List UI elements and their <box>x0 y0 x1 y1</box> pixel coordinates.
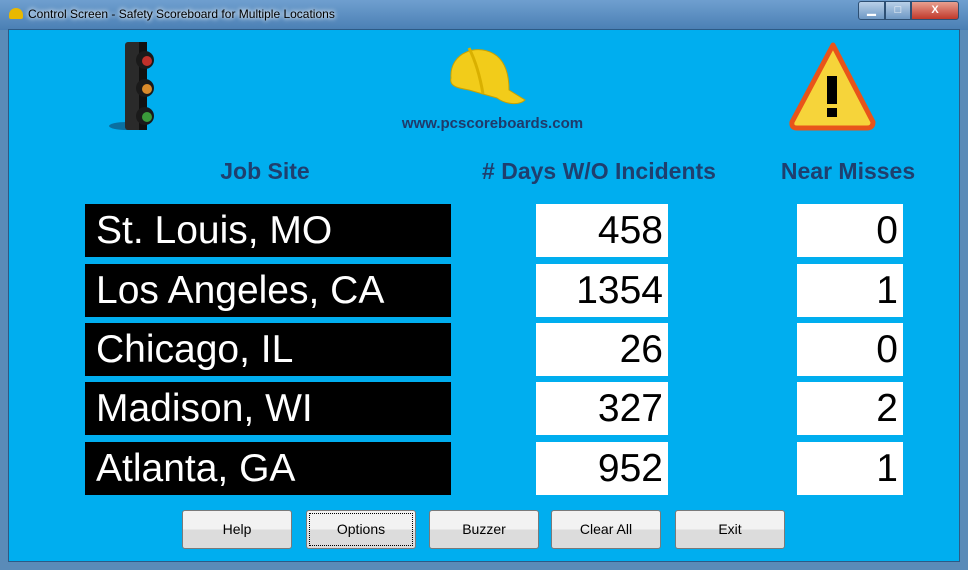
exit-button[interactable]: Exit <box>675 510 785 549</box>
near-misses-field[interactable]: 1 <box>797 264 903 317</box>
column-header-days: # Days W/O Incidents <box>482 158 716 184</box>
job-site-field[interactable]: Madison, WI <box>85 382 451 435</box>
column-header-job-site: Job Site <box>220 158 310 184</box>
window-title: Control Screen - Safety Scoreboard for M… <box>28 7 335 21</box>
title-bar: Control Screen - Safety Scoreboard for M… <box>0 0 968 30</box>
days-field[interactable]: 952 <box>536 442 668 495</box>
options-button[interactable]: Options <box>306 510 416 549</box>
hard-hat-icon <box>450 47 526 105</box>
job-site-field[interactable]: Atlanta, GA <box>85 442 451 495</box>
near-misses-field[interactable]: 0 <box>797 323 903 376</box>
traffic-light-icon <box>109 42 154 130</box>
days-field[interactable]: 327 <box>536 382 668 435</box>
help-button[interactable]: Help <box>182 510 292 549</box>
days-field[interactable]: 26 <box>536 323 668 376</box>
website-url: www.pcscoreboards.com <box>401 115 584 132</box>
buzzer-button[interactable]: Buzzer <box>429 510 539 549</box>
maximize-button[interactable]: □ <box>885 1 911 20</box>
clear-all-button[interactable]: Clear All <box>551 510 661 549</box>
near-misses-field[interactable]: 0 <box>797 204 903 257</box>
near-misses-field[interactable]: 1 <box>797 442 903 495</box>
minimize-button[interactable]: ▁ <box>858 1 885 20</box>
near-misses-field[interactable]: 2 <box>797 382 903 435</box>
app-hard-hat-icon <box>9 8 23 19</box>
job-site-field[interactable]: St. Louis, MO <box>85 204 451 257</box>
job-site-field[interactable]: Chicago, IL <box>85 323 451 376</box>
column-header-near-misses: Near Misses <box>780 158 916 184</box>
warning-icon <box>789 42 876 131</box>
job-site-field[interactable]: Los Angeles, CA <box>85 264 451 317</box>
close-button[interactable]: X <box>911 1 959 20</box>
scoreboard-panel: www.pcscoreboards.com Job Site # Days W/… <box>8 29 960 562</box>
days-field[interactable]: 1354 <box>536 264 668 317</box>
days-field[interactable]: 458 <box>536 204 668 257</box>
